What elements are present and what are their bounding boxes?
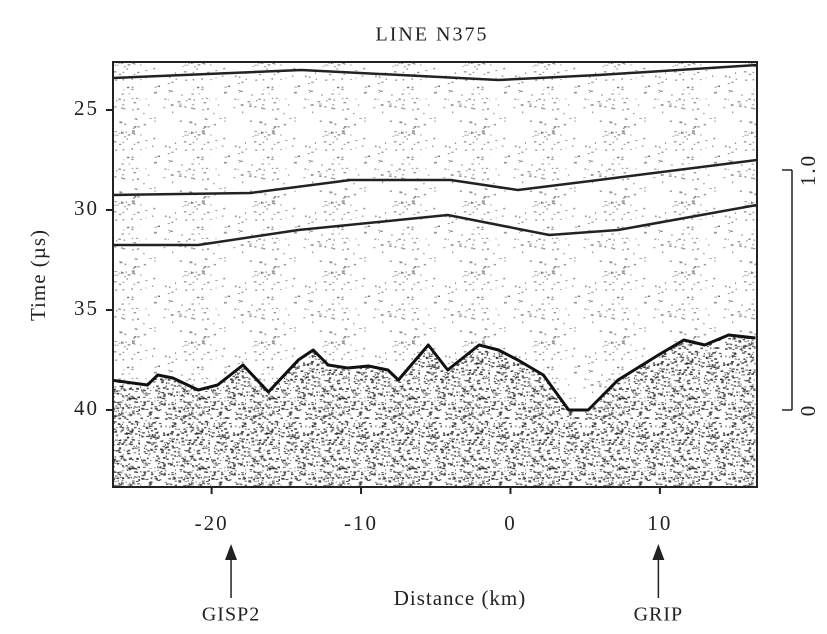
x-tick-label: -10 <box>344 511 378 535</box>
bed-reflector <box>113 333 756 412</box>
y-tick-label: 25 <box>74 96 99 120</box>
plot-frame <box>112 61 758 488</box>
chart-title: LINE N375 <box>376 24 489 46</box>
y-tick-label: 30 <box>74 196 99 220</box>
y2-tick-label: 0 <box>796 404 820 417</box>
x-tick-label: 0 <box>504 511 517 535</box>
y-tick-label: 40 <box>74 396 99 420</box>
y-axis-label: Time (µs) <box>26 229 50 321</box>
internal-layer <box>113 63 757 82</box>
annotation: GISP2 <box>202 604 260 626</box>
x-tick-label: 10 <box>647 511 672 535</box>
y2-tick-label: 1.0 <box>796 154 820 186</box>
x-tick-label: -20 <box>195 511 229 535</box>
annotation-arrowhead <box>225 544 238 560</box>
internal-layer <box>113 158 757 197</box>
y-tick-label: 35 <box>74 296 99 320</box>
x-axis-label: Distance (km) <box>394 586 527 610</box>
plot-area <box>113 63 757 487</box>
annotation-arrowhead <box>652 544 665 560</box>
bedrock-area <box>113 335 756 487</box>
annotation: GRIP <box>634 604 684 626</box>
internal-layer <box>113 203 757 247</box>
